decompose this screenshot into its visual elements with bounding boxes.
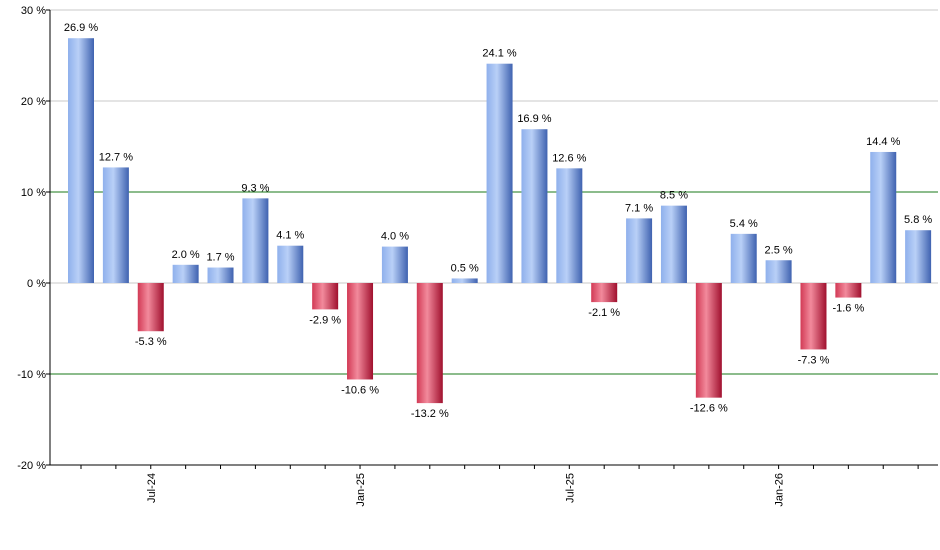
bar-value-label: -1.6 %	[832, 303, 864, 315]
bar-value-label: -12.6 %	[690, 403, 728, 415]
bar-value-label: 8.5 %	[660, 190, 688, 202]
bar-value-label: 9.3 %	[241, 182, 269, 194]
bar-positive	[521, 129, 548, 283]
value-labels: 26.9 % 12.7 % -5.3 % 2.0 % 1.7 % 9.3 % 4.1 % -2…	[64, 22, 933, 420]
bar-value-label: 2.0 %	[172, 249, 200, 261]
bar-value-label: 1.7 %	[206, 252, 234, 264]
bar-value-label: 2.5 %	[765, 244, 793, 256]
bar-positive	[172, 264, 199, 283]
bar-value-label: 26.9 %	[64, 22, 98, 34]
bar-positive	[381, 246, 408, 283]
y-tick-label: -10 %	[17, 369, 46, 381]
bar-value-label: -7.3 %	[798, 354, 830, 366]
bar-negative	[416, 283, 443, 404]
bar-value-label: 4.1 %	[276, 230, 304, 242]
bar-positive	[207, 267, 234, 283]
bar-value-label: 12.6 %	[552, 152, 586, 164]
bar-value-label: -2.1 %	[588, 307, 620, 319]
y-tick-label: 30 %	[21, 5, 46, 17]
bar-positive	[102, 167, 129, 283]
bar-positive	[451, 278, 478, 283]
bar-value-label: 16.9 %	[517, 113, 551, 125]
bar-negative	[695, 283, 722, 398]
bar-value-label: -2.9 %	[309, 314, 341, 326]
bar-positive	[242, 198, 269, 283]
y-tick-label: 20 %	[21, 96, 46, 108]
bar-value-label: 5.8 %	[904, 214, 932, 226]
bar-negative	[835, 283, 862, 298]
x-tick-label: Jan-26	[774, 473, 786, 507]
bar-value-label: 7.1 %	[625, 202, 653, 214]
bar-value-label: 5.4 %	[730, 218, 758, 230]
bar-value-label: 0.5 %	[451, 262, 479, 274]
bars	[68, 38, 932, 404]
bar-value-label: 4.0 %	[381, 231, 409, 243]
bar-positive	[556, 168, 583, 283]
bar-negative	[312, 283, 339, 310]
axes: 30 % 20 % 10 % 0 % -10 % -20 % Jul-24 Jan-25 Jul…	[17, 5, 938, 507]
x-tick-label: Jan-25	[355, 473, 367, 507]
x-tick-label: Jul-25	[564, 473, 576, 503]
y-tick-label: 0 %	[27, 278, 46, 290]
bar-positive	[870, 151, 897, 283]
bar-positive	[730, 233, 757, 283]
bar-positive	[905, 230, 932, 283]
bar-value-label: 14.4 %	[866, 136, 900, 148]
bar-negative	[591, 283, 618, 303]
bar-negative	[137, 283, 164, 332]
bar-value-label: -10.6 %	[341, 384, 379, 396]
y-tick-label: -20 %	[17, 460, 46, 472]
bar-negative	[347, 283, 374, 380]
bar-positive	[660, 205, 687, 283]
bar-positive	[68, 38, 94, 284]
bar-positive	[277, 245, 304, 283]
y-tick-label: 10 %	[21, 187, 46, 199]
bar-value-label: 12.7 %	[99, 151, 133, 163]
bar-value-label: 24.1 %	[482, 48, 516, 60]
bar-value-label: -13.2 %	[411, 408, 449, 420]
bar-positive	[626, 218, 653, 283]
x-tick-label: Jul-24	[146, 473, 158, 503]
bar-positive	[765, 260, 792, 283]
bar-value-label: -5.3 %	[135, 336, 167, 348]
bar-positive	[486, 63, 513, 283]
bar-negative	[800, 283, 827, 350]
